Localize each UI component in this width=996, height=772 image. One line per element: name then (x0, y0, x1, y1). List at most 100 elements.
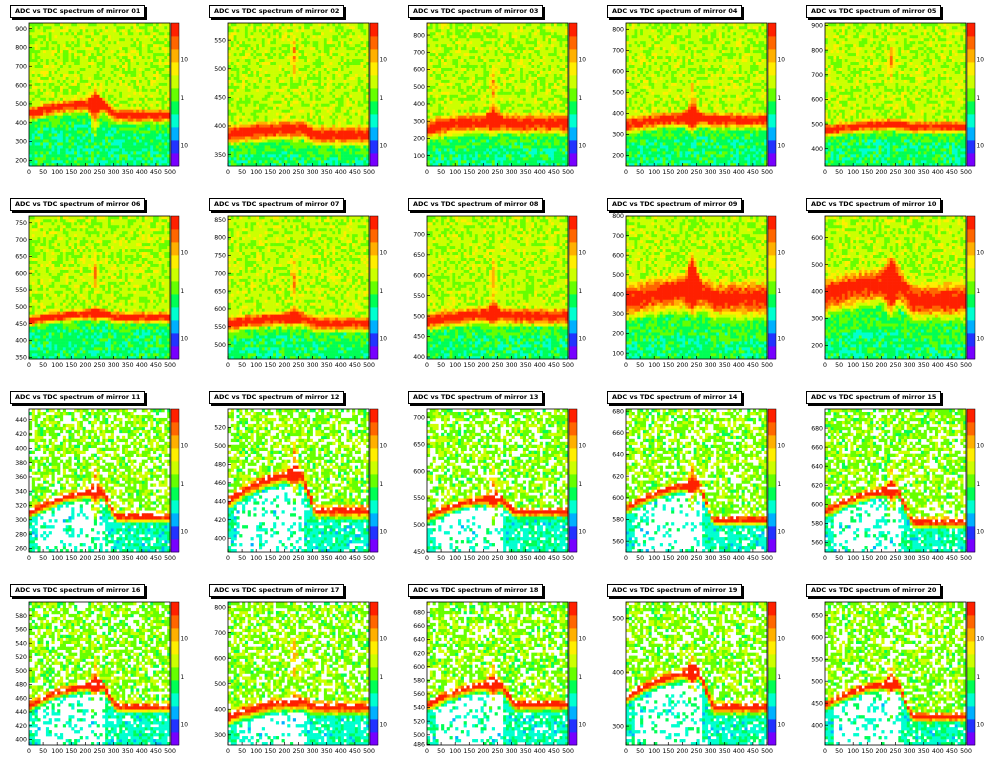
color-scale: 10 1 10 (568, 22, 586, 167)
y-tick-label: 650 (811, 612, 823, 619)
x-tick-label: 200 (477, 169, 489, 176)
x-tick-label: 350 (719, 169, 731, 176)
x-tick-label: 450 (349, 748, 361, 755)
color-scale-label: 1 (778, 675, 782, 681)
y-tick-label: 750 (15, 220, 27, 227)
y-tick-label: 486 (413, 742, 425, 749)
color-scale-label: 10 (579, 529, 587, 535)
x-tick-label: 250 (492, 748, 504, 755)
y-tick-label: 440 (15, 709, 27, 716)
x-tick-label: 300 (705, 555, 717, 562)
y-axis: 560 580 600 620 640 660 680 (811, 425, 828, 547)
color-scale-label: 10 (380, 143, 388, 149)
histogram-panel: 0 50 100 150 200 250 300 350 400 450 500 200 300 400 5… (597, 0, 796, 193)
x-tick-label: 250 (691, 555, 703, 562)
y-tick-label: 580 (612, 517, 624, 524)
heatmap-cells (825, 23, 967, 167)
x-tick-label: 0 (27, 748, 31, 755)
color-scale-label: 1 (977, 289, 981, 295)
x-tick-label: 0 (226, 555, 230, 562)
x-tick-label: 50 (39, 748, 47, 755)
x-tick-label: 500 (761, 748, 773, 755)
histogram-panel: 0 50 100 150 200 250 300 350 400 450 500 300 400 500 1… (597, 579, 796, 772)
x-tick-label: 500 (164, 748, 176, 755)
heatmap-cells (29, 216, 171, 360)
y-tick-label: 600 (413, 664, 425, 671)
x-tick-label: 450 (548, 748, 560, 755)
y-tick-label: 500 (214, 342, 226, 349)
x-tick-label: 350 (520, 555, 532, 562)
color-scale-label: 10 (380, 58, 388, 64)
y-tick-label: 500 (811, 678, 823, 685)
x-tick-label: 50 (39, 169, 47, 176)
x-tick-label: 100 (648, 169, 660, 176)
plot-title: ADC vs TDC spectrum of mirror 10 (806, 198, 942, 211)
x-tick-label: 150 (861, 362, 873, 369)
x-tick-label: 500 (164, 555, 176, 562)
color-scale-label: 10 (181, 143, 189, 149)
y-tick-label: 420 (214, 517, 226, 524)
color-scale-label: 1 (579, 482, 583, 488)
y-tick-label: 640 (612, 452, 624, 459)
y-tick-label: 580 (15, 613, 27, 620)
x-tick-label: 450 (150, 169, 162, 176)
x-tick-label: 300 (307, 169, 319, 176)
y-tick-label: 500 (612, 615, 624, 622)
y-tick-label: 650 (214, 288, 226, 295)
x-tick-label: 400 (136, 362, 148, 369)
x-tick-label: 200 (875, 748, 887, 755)
y-tick-label: 300 (15, 517, 27, 524)
color-scale: 10 1 10 (369, 408, 387, 553)
color-scale: 10 1 10 (767, 408, 785, 553)
x-tick-label: 50 (835, 555, 843, 562)
color-scale-label: 1 (778, 96, 782, 102)
histogram-panel: 0 50 100 150 200 250 300 350 400 450 500 400 450 500 5… (796, 579, 995, 772)
color-scale: 10 1 10 (767, 601, 785, 746)
x-tick-label: 500 (164, 169, 176, 176)
y-tick-label: 580 (413, 678, 425, 685)
x-tick-label: 250 (293, 555, 305, 562)
histogram-panel: 0 50 100 150 200 250 300 350 400 450 500 400 420 440 4… (0, 579, 199, 772)
y-axis: 300 400 500 (612, 615, 629, 730)
x-tick-label: 400 (932, 169, 944, 176)
x-tick-label: 450 (548, 362, 560, 369)
x-tick-label: 200 (79, 169, 91, 176)
x-tick-label: 50 (238, 169, 246, 176)
x-tick-label: 150 (861, 169, 873, 176)
x-tick-label: 50 (636, 748, 644, 755)
color-scale: 10 1 10 (369, 215, 387, 360)
x-tick-label: 100 (51, 748, 63, 755)
y-tick-label: 450 (413, 334, 425, 341)
color-scale-label: 1 (778, 289, 782, 295)
x-tick-label: 400 (733, 362, 745, 369)
x-tick-label: 250 (94, 169, 106, 176)
x-tick-label: 0 (226, 362, 230, 369)
y-tick-label: 450 (413, 549, 425, 556)
x-tick-label: 150 (264, 555, 276, 562)
y-tick-label: 460 (15, 695, 27, 702)
x-tick-label: 50 (238, 748, 246, 755)
x-axis: 0 50 100 150 200 250 300 350 400 450 500 (27, 742, 176, 755)
x-tick-label: 500 (363, 748, 375, 755)
heatmap-svg: 0 50 100 150 200 250 300 350 400 450 500 560 580 600 6… (612, 408, 785, 562)
color-scale-label: 1 (977, 96, 981, 102)
x-tick-label: 450 (150, 748, 162, 755)
plot-title: ADC vs TDC spectrum of mirror 19 (607, 584, 743, 597)
y-tick-label: 440 (15, 417, 27, 424)
color-scale-label: 10 (977, 444, 985, 450)
y-tick-label: 520 (15, 654, 27, 661)
x-tick-label: 500 (363, 169, 375, 176)
x-tick-label: 400 (136, 748, 148, 755)
x-tick-label: 250 (492, 169, 504, 176)
y-tick-label: 700 (413, 232, 425, 239)
y-tick-label: 600 (214, 655, 226, 662)
y-tick-label: 200 (612, 153, 624, 160)
y-tick-label: 500 (612, 272, 624, 279)
x-tick-label: 300 (307, 748, 319, 755)
heatmap-cells (825, 216, 967, 360)
y-tick-label: 650 (15, 254, 27, 261)
y-tick-label: 550 (413, 495, 425, 502)
x-tick-label: 400 (335, 169, 347, 176)
color-scale: 10 1 10 (966, 22, 984, 167)
y-tick-label: 550 (15, 287, 27, 294)
